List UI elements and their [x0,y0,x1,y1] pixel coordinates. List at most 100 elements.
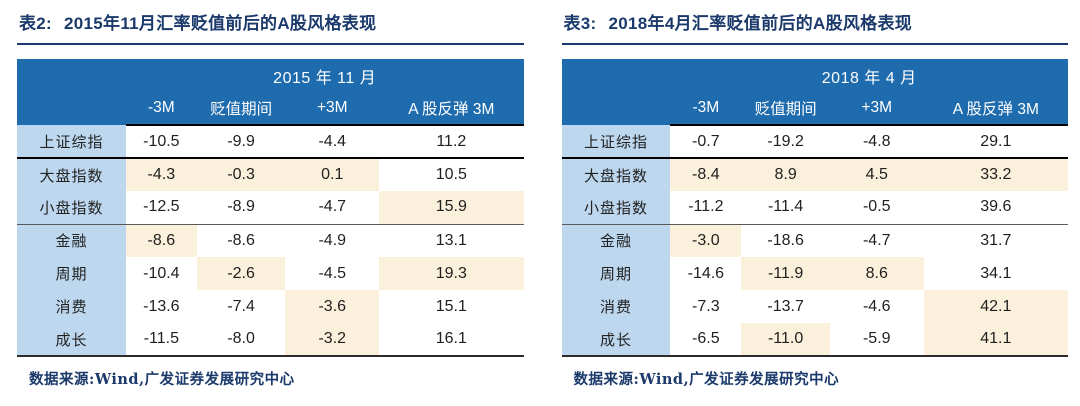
row-label: 上证综指 [561,125,671,159]
cell: -19.2 [741,125,830,159]
cell: -12.5 [125,191,197,225]
style-performance-table-2018-04: 2018 年 4 月 -3M 贬值期间 +3M A 股反弹 3M 上证综指 -0… [561,59,1068,357]
cell: 13.1 [379,224,524,257]
cell: -10.4 [125,257,197,290]
table-title-prefix: 表3: [563,14,597,33]
table-row: 成长 -6.5 -11.0 -5.9 41.1 [561,323,1068,357]
cell: -4.8 [829,125,924,159]
column-header-minus3m: -3M [125,92,197,126]
cell: -0.7 [670,125,742,159]
cell: -4.4 [285,125,380,159]
cell: -14.6 [670,257,742,290]
cell: -4.7 [829,224,924,257]
row-label: 消费 [561,290,671,323]
cell: 42.1 [923,290,1068,323]
data-source-note: 数据来源:Wind,广发证券发展研究中心 [573,371,840,388]
cell: -13.7 [741,290,830,323]
table-row: 成长 -11.5 -8.0 -3.2 16.1 [17,323,524,357]
column-header-depreciation-period: 贬值期间 [196,92,286,126]
cell: -11.9 [741,257,830,290]
cell: 4.5 [829,158,924,191]
table-row: 消费 -7.3 -13.7 -4.6 42.1 [561,290,1068,323]
cell: -3.6 [285,290,380,323]
corner-cell [561,59,671,125]
table-title-text: 2018年4月汇率贬值前后的A股风格表现 [608,14,913,33]
column-header-plus3m: +3M [829,92,924,126]
table-title-prefix: 表2: [19,14,53,33]
column-header-plus3m: +3M [285,92,380,126]
cell: -9.9 [196,125,286,159]
cell: 8.9 [741,158,830,191]
report-tables-section: 表2: 2015年11月汇率贬值前后的A股风格表现 2015 年 11 月 -3… [17,5,1068,389]
cell: 41.1 [923,323,1068,357]
period-header-row: 2018 年 4 月 [561,59,1068,125]
row-label: 成长 [17,323,126,357]
cell: 15.1 [379,290,524,323]
cell: -4.5 [285,257,380,290]
cell: 39.6 [923,191,1068,225]
cell: -7.3 [670,290,742,323]
table-row: 周期 -10.4 -2.6 -4.5 19.3 [17,257,524,290]
cell: -7.4 [196,290,286,323]
cell: -8.6 [196,224,286,257]
panel-table-2015-11: 表2: 2015年11月汇率贬值前后的A股风格表现 2015 年 11 月 -3… [17,5,524,389]
column-header-row: -3M 贬值期间 +3M A 股反弹 3M [562,92,1068,126]
style-performance-table-2015-11: 2015 年 11 月 -3M 贬值期间 +3M A 股反弹 3M 上证综指 -… [17,59,524,357]
cell: 29.1 [923,125,1068,159]
cell: -5.9 [829,323,924,357]
period-header: 2015 年 11 月 [125,59,524,92]
cell: -4.3 [125,158,197,191]
cell: 19.3 [379,257,524,290]
column-header-minus3m: -3M [670,92,742,126]
table-title-text: 2015年11月汇率贬值前后的A股风格表现 [64,14,377,33]
cell: -2.6 [196,257,286,290]
cell: -0.3 [196,158,286,191]
cell: 0.1 [285,158,380,191]
table-title-2018: 表3: 2018年4月汇率贬值前后的A股风格表现 [561,5,1068,45]
period-header: 2018 年 4 月 [670,59,1068,92]
table-row: 小盘指数 -12.5 -8.9 -4.7 15.9 [17,191,524,225]
row-label: 大盘指数 [17,158,126,191]
period-header-row: 2015 年 11 月 [17,59,524,125]
row-label: 上证综指 [17,125,126,159]
row-label: 小盘指数 [561,191,671,225]
table-row: 上证综指 -0.7 -19.2 -4.8 29.1 [561,125,1068,159]
cell: -11.4 [741,191,830,225]
table-row: 上证综指 -10.5 -9.9 -4.4 11.2 [17,125,524,159]
table-row: 大盘指数 -4.3 -0.3 0.1 10.5 [17,158,524,191]
cell: -8.4 [670,158,742,191]
table-row: 消费 -13.6 -7.4 -3.6 15.1 [17,290,524,323]
cell: -8.0 [196,323,286,357]
column-header-rebound3m: A 股反弹 3M [379,92,524,126]
cell: -13.6 [125,290,197,323]
row-label: 小盘指数 [17,191,126,225]
panel-table-2018-04: 表3: 2018年4月汇率贬值前后的A股风格表现 2018 年 4 月 -3M … [561,5,1068,389]
cell: 34.1 [923,257,1068,290]
cell: -8.9 [196,191,286,225]
cell: 10.5 [379,158,524,191]
column-header-depreciation-period: 贬值期间 [741,92,830,126]
row-label: 周期 [561,257,671,290]
row-label: 大盘指数 [561,158,671,191]
column-header-row: -3M 贬值期间 +3M A 股反弹 3M [17,92,524,126]
cell: 8.6 [829,257,924,290]
cell: -18.6 [741,224,830,257]
table-row: 金融 -3.0 -18.6 -4.7 31.7 [561,224,1068,257]
cell: -4.9 [285,224,380,257]
row-label: 金融 [17,224,126,257]
cell: -10.5 [125,125,197,159]
row-label: 成长 [561,323,671,357]
cell: 31.7 [923,224,1068,257]
data-source-note: 数据来源:Wind,广发证券发展研究中心 [29,371,295,388]
cell: 15.9 [379,191,524,225]
cell: -8.6 [125,224,197,257]
cell: -11.5 [125,323,197,357]
cell: -4.7 [285,191,380,225]
cell: 33.2 [923,158,1068,191]
cell: -11.2 [670,191,742,225]
cell: -3.0 [670,224,742,257]
table-row: 周期 -14.6 -11.9 8.6 34.1 [561,257,1068,290]
table-row: 大盘指数 -8.4 8.9 4.5 33.2 [561,158,1068,191]
row-label: 金融 [561,224,671,257]
corner-cell [17,59,126,125]
